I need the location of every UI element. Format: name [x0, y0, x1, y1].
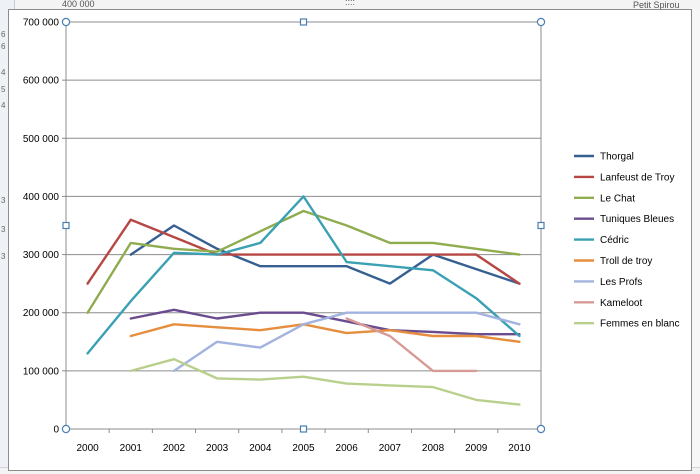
resize-handle-side[interactable] [299, 425, 308, 433]
series-lines [86, 195, 521, 406]
x-tick-label: 2006 [336, 443, 359, 454]
legend-item-label[interactable]: Troll de troy [600, 256, 652, 267]
legend-item-label[interactable]: Le Chat [600, 193, 635, 204]
row-fragment: 4 [1, 68, 6, 77]
legend-item-label[interactable]: Les Profs [600, 277, 642, 288]
x-tick-label: 2008 [422, 443, 445, 454]
legend-item-label[interactable]: Cédric [600, 235, 629, 246]
legend-item-label[interactable]: Kameloot [600, 298, 642, 309]
series-line [345, 317, 478, 373]
resize-handle-side[interactable] [537, 221, 545, 230]
x-tick-label: 2000 [76, 443, 99, 454]
resize-handle-side[interactable] [299, 18, 308, 26]
row-fragment: 4 [1, 101, 6, 110]
series-line [86, 209, 521, 314]
series-line [86, 218, 521, 285]
legend-item-label[interactable]: Lanfeust de Troy [600, 172, 675, 183]
x-tick-label: 2001 [120, 443, 143, 454]
row-fragment: 3 [1, 252, 6, 261]
y-axis: 0 100 000 200 000 300 000 400 000 500 000 600 … [23, 18, 66, 436]
x-tick-label: 2010 [508, 443, 531, 454]
y-tick-label: 0 [53, 425, 59, 436]
x-tick-label: 2007 [379, 443, 402, 454]
x-tick-label: 2005 [292, 443, 315, 454]
selection-handles[interactable] [61, 17, 546, 434]
legend[interactable]: Thorgal Lanfeust de Troy Le Chat Tuniques B… [574, 152, 679, 330]
resize-handle-corner[interactable] [536, 17, 546, 27]
row-fragment: 6 [1, 30, 6, 39]
series-line [129, 358, 521, 406]
x-axis: 2000 2001 2002 2003 2004 2005 2006 2007 2008 2009… [65, 429, 542, 454]
resize-handle-side[interactable] [62, 221, 70, 230]
series-line [86, 195, 521, 355]
x-tick-label: 2002 [163, 443, 186, 454]
y-tick-label: 200 000 [23, 308, 60, 319]
resize-handle-corner[interactable] [61, 424, 71, 434]
x-tick-label: 2003 [206, 443, 229, 454]
legend-item-label[interactable]: Femmes en blanc [600, 319, 679, 330]
background-cell-value: 400 000 [62, 0, 95, 9]
y-tick-label: 600 000 [23, 76, 60, 87]
x-tick-label: 2004 [249, 443, 272, 454]
legend-item-label[interactable]: Thorgal [600, 152, 634, 163]
y-tick-label: 100 000 [23, 366, 60, 377]
background-cell-dots: :::: [345, 0, 356, 7]
series-line [129, 308, 521, 336]
resize-handle-corner[interactable] [536, 424, 546, 434]
x-tick-label: 2009 [465, 443, 488, 454]
y-tick-label: 700 000 [23, 18, 60, 29]
row-fragment: 3 [1, 225, 6, 234]
row-fragment: 5 [1, 85, 6, 94]
row-fragment: 6 [1, 42, 6, 51]
y-tick-label: 400 000 [23, 192, 60, 203]
series-line [172, 311, 521, 373]
legend-item-label[interactable]: Tuniques Bleues [600, 214, 674, 225]
y-tick-label: 300 000 [23, 250, 60, 261]
y-tick-label: 500 000 [23, 134, 60, 145]
row-fragment: 3 [1, 196, 6, 205]
series-line [129, 323, 521, 343]
series-line [129, 224, 521, 285]
resize-handle-corner[interactable] [61, 17, 71, 27]
background-series-label: Petit Spirou [633, 0, 680, 10]
